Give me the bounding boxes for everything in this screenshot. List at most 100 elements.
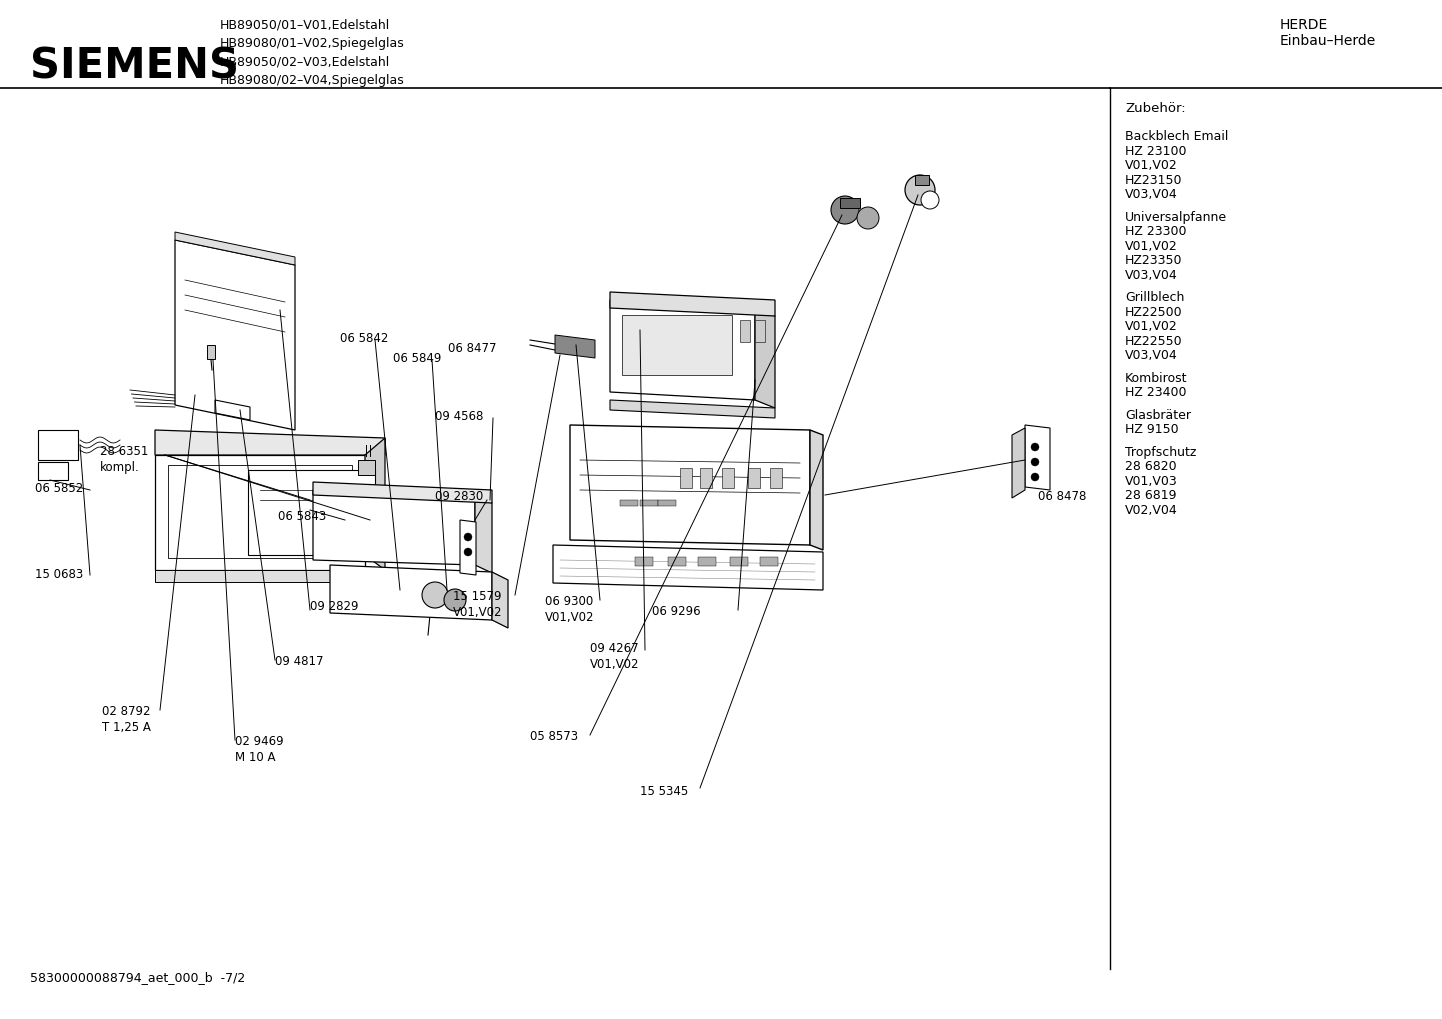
Polygon shape (358, 460, 375, 475)
Polygon shape (313, 490, 474, 565)
Text: V03,V04: V03,V04 (1125, 348, 1178, 362)
Bar (760, 557, 779, 566)
Circle shape (464, 548, 472, 556)
Text: HZ 23300: HZ 23300 (1125, 225, 1187, 238)
Circle shape (423, 582, 448, 608)
Bar (916, 175, 929, 185)
Text: Glasbräter: Glasbräter (1125, 409, 1191, 422)
Bar (740, 320, 750, 342)
Text: 58300000088794_aet_000_b  -7/2: 58300000088794_aet_000_b -7/2 (30, 971, 245, 984)
Circle shape (1031, 473, 1040, 481)
Text: V03,V04: V03,V04 (1125, 268, 1178, 281)
Text: Backblech Email: Backblech Email (1125, 130, 1229, 143)
Circle shape (921, 191, 939, 209)
Text: HZ23150: HZ23150 (1125, 173, 1182, 186)
Bar (640, 500, 658, 506)
Text: 02 9469
M 10 A: 02 9469 M 10 A (235, 735, 284, 764)
Bar (722, 468, 734, 488)
Text: 09 2829: 09 2829 (310, 600, 359, 613)
Text: 06 5849: 06 5849 (394, 352, 441, 365)
Polygon shape (174, 240, 296, 430)
Circle shape (831, 196, 859, 224)
Text: 28 6820: 28 6820 (1125, 460, 1177, 473)
Polygon shape (610, 300, 756, 400)
Bar (658, 500, 676, 506)
Text: 09 4568: 09 4568 (435, 410, 483, 423)
Text: HZ 23100: HZ 23100 (1125, 145, 1187, 158)
Polygon shape (492, 572, 508, 628)
Polygon shape (248, 470, 375, 555)
Text: 09 2830: 09 2830 (435, 490, 483, 503)
Bar (634, 557, 653, 566)
Polygon shape (1025, 425, 1050, 490)
Circle shape (1031, 458, 1040, 466)
Text: 06 5852: 06 5852 (35, 482, 84, 495)
Bar (698, 557, 717, 566)
Text: 06 9296: 06 9296 (652, 605, 701, 618)
Text: Kombirost: Kombirost (1125, 372, 1188, 384)
Polygon shape (330, 565, 492, 620)
Polygon shape (154, 455, 365, 570)
Polygon shape (810, 430, 823, 550)
Text: Zubehör:: Zubehör: (1125, 102, 1185, 115)
Polygon shape (552, 545, 823, 590)
Text: 15 1579
V01,V02: 15 1579 V01,V02 (453, 590, 502, 619)
Text: 06 8478: 06 8478 (1038, 490, 1086, 503)
Text: 06 5843: 06 5843 (278, 510, 326, 523)
Text: 02 8792
T 1,25 A: 02 8792 T 1,25 A (102, 705, 151, 734)
Bar (37, 462, 68, 480)
Circle shape (464, 533, 472, 541)
Bar (770, 468, 782, 488)
Bar (620, 500, 637, 506)
Polygon shape (154, 430, 385, 455)
Circle shape (857, 207, 880, 229)
Polygon shape (1012, 428, 1025, 498)
Text: 28 6351
kompl.: 28 6351 kompl. (99, 445, 149, 474)
Circle shape (1031, 443, 1040, 451)
Text: SIEMENS: SIEMENS (30, 45, 239, 87)
Text: V01,V02: V01,V02 (1125, 159, 1178, 172)
Polygon shape (570, 425, 810, 545)
Text: 06 9300
V01,V02: 06 9300 V01,V02 (545, 595, 594, 624)
Bar (699, 468, 712, 488)
Text: V03,V04: V03,V04 (1125, 187, 1178, 201)
Bar (681, 468, 692, 488)
Text: HZ 9150: HZ 9150 (1125, 423, 1178, 436)
Bar (208, 345, 215, 359)
Circle shape (444, 589, 466, 611)
Text: 09 4267
V01,V02: 09 4267 V01,V02 (590, 642, 639, 671)
Text: 09 4817: 09 4817 (275, 655, 323, 668)
Text: 28 6819: 28 6819 (1125, 489, 1177, 502)
Polygon shape (365, 438, 385, 570)
Text: HERDE: HERDE (1280, 18, 1328, 32)
Polygon shape (215, 400, 249, 420)
Text: HZ 23400: HZ 23400 (1125, 386, 1187, 399)
Circle shape (906, 175, 934, 205)
Text: 06 8477: 06 8477 (448, 342, 496, 355)
Bar (730, 557, 748, 566)
Text: HZ23350: HZ23350 (1125, 254, 1182, 267)
Text: 15 0683: 15 0683 (35, 568, 84, 581)
Text: HZ22500: HZ22500 (1125, 306, 1182, 319)
Bar (668, 557, 686, 566)
Bar (748, 468, 760, 488)
Polygon shape (756, 308, 774, 408)
Polygon shape (555, 335, 596, 358)
Polygon shape (174, 232, 296, 265)
Polygon shape (169, 465, 352, 558)
Polygon shape (154, 570, 365, 582)
Text: Grillblech: Grillblech (1125, 291, 1184, 304)
Polygon shape (610, 292, 774, 316)
Bar (622, 315, 733, 375)
Text: 05 8573: 05 8573 (531, 730, 578, 743)
Text: Tropfschutz: Tropfschutz (1125, 445, 1197, 459)
Text: Universalpfanne: Universalpfanne (1125, 211, 1227, 223)
Text: V02,V04: V02,V04 (1125, 503, 1178, 517)
Text: V01,V03: V01,V03 (1125, 475, 1178, 487)
Text: V01,V02: V01,V02 (1125, 239, 1178, 253)
Polygon shape (610, 400, 774, 418)
Text: Einbau–Herde: Einbau–Herde (1280, 34, 1376, 48)
Polygon shape (313, 482, 492, 503)
Text: HB89050/01–V01,Edelstahl
HB89080/01–V02,Spiegelglas
HB89050/02–V03,Edelstahl
HB8: HB89050/01–V01,Edelstahl HB89080/01–V02,… (221, 18, 405, 87)
Text: 15 5345: 15 5345 (640, 785, 688, 798)
